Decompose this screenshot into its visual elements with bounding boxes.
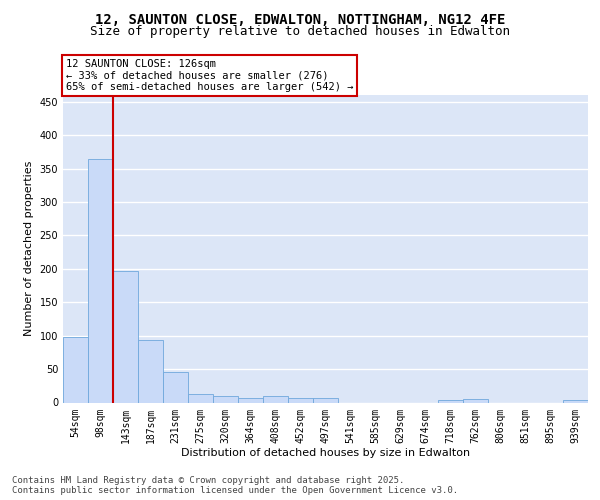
Bar bbox=[313, 398, 338, 402]
Bar bbox=[113, 272, 138, 402]
Bar bbox=[288, 398, 313, 402]
Bar bbox=[63, 337, 88, 402]
X-axis label: Distribution of detached houses by size in Edwalton: Distribution of detached houses by size … bbox=[181, 448, 470, 458]
Bar bbox=[163, 372, 188, 402]
Bar bbox=[238, 398, 263, 402]
Bar bbox=[563, 400, 588, 402]
Text: 12, SAUNTON CLOSE, EDWALTON, NOTTINGHAM, NG12 4FE: 12, SAUNTON CLOSE, EDWALTON, NOTTINGHAM,… bbox=[95, 12, 505, 26]
Text: Contains HM Land Registry data © Crown copyright and database right 2025.
Contai: Contains HM Land Registry data © Crown c… bbox=[12, 476, 458, 495]
Bar bbox=[88, 158, 113, 402]
Bar bbox=[188, 394, 213, 402]
Bar bbox=[263, 396, 288, 402]
Text: Size of property relative to detached houses in Edwalton: Size of property relative to detached ho… bbox=[90, 25, 510, 38]
Text: 12 SAUNTON CLOSE: 126sqm
← 33% of detached houses are smaller (276)
65% of semi-: 12 SAUNTON CLOSE: 126sqm ← 33% of detach… bbox=[65, 58, 353, 92]
Bar bbox=[463, 399, 488, 402]
Bar bbox=[213, 396, 238, 402]
Bar bbox=[438, 400, 463, 402]
Y-axis label: Number of detached properties: Number of detached properties bbox=[24, 161, 34, 336]
Bar bbox=[138, 340, 163, 402]
